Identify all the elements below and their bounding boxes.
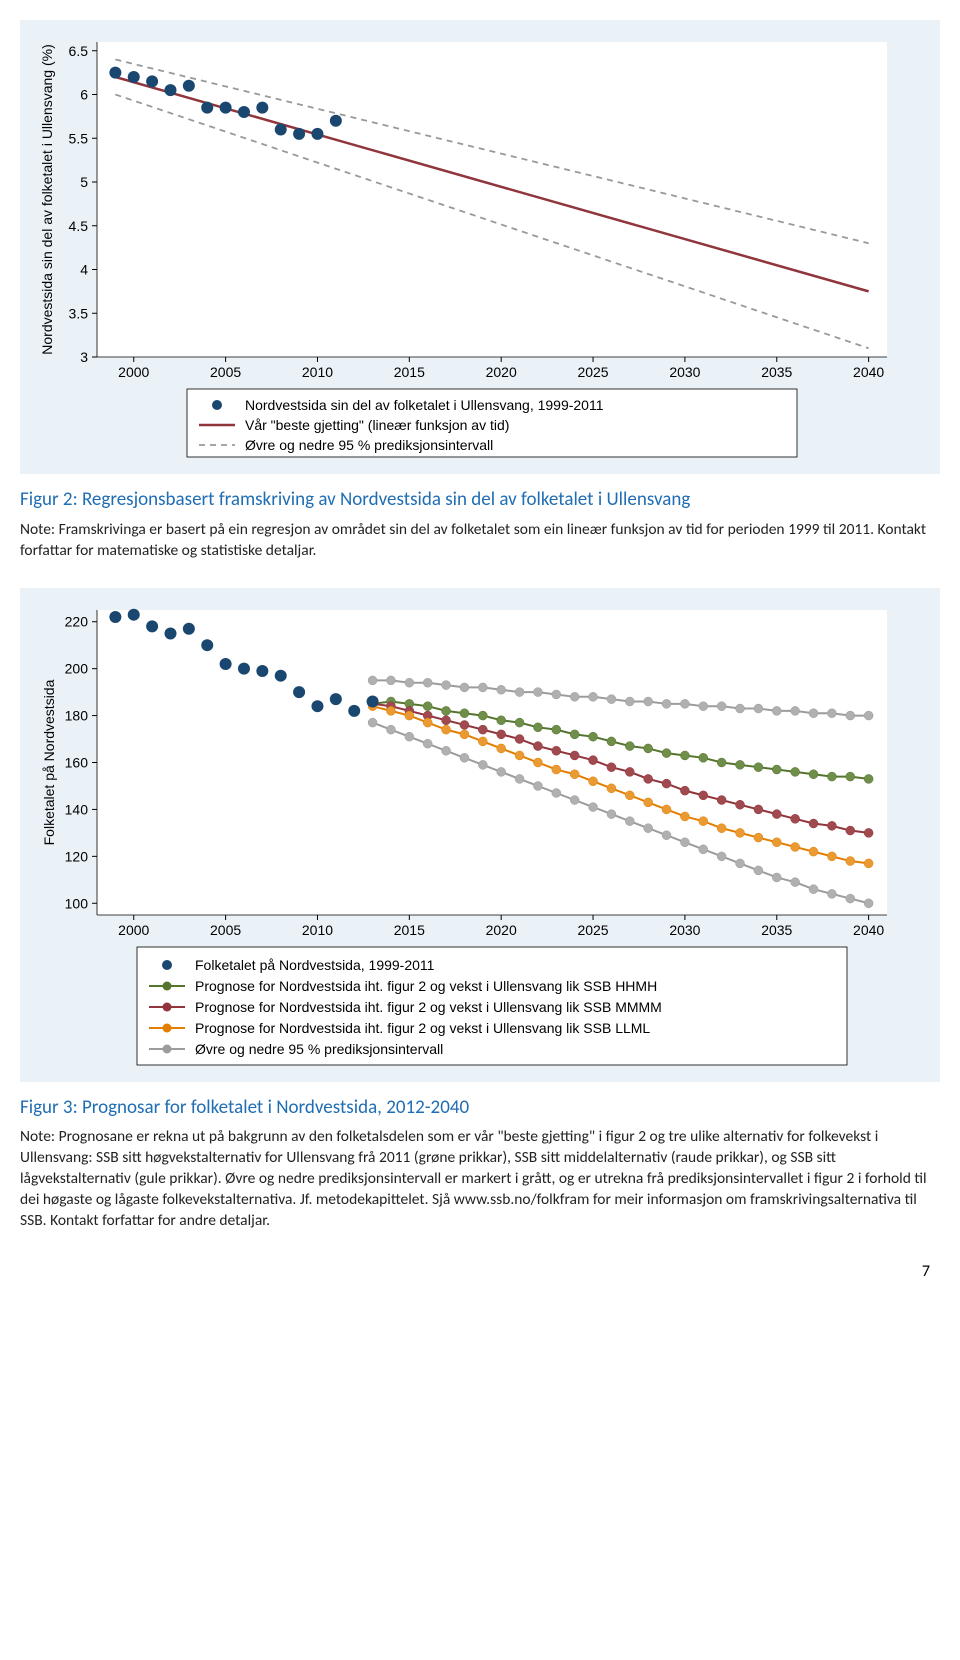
figure-2-container: 3 3.5 4 4.5 5 5.5 6 6.5 2000 2005 2010 2015 2020 2025… bbox=[20, 20, 940, 474]
svg-text:2030: 2030 bbox=[669, 922, 700, 938]
svg-text:120: 120 bbox=[65, 848, 89, 864]
svg-text:2030: 2030 bbox=[669, 364, 700, 380]
figure-3-container: 100 120 140 160 180 200 220 2000 2005 2010 2015 202… bbox=[20, 588, 940, 1082]
svg-text:2010: 2010 bbox=[302, 364, 333, 380]
svg-text:3.5: 3.5 bbox=[69, 305, 89, 321]
svg-text:2005: 2005 bbox=[210, 364, 241, 380]
svg-text:Vår "beste gjetting" (lineær f: Vår "beste gjetting" (lineær funksjon av… bbox=[245, 417, 509, 433]
svg-text:2035: 2035 bbox=[761, 364, 792, 380]
svg-text:2025: 2025 bbox=[577, 922, 608, 938]
svg-text:2040: 2040 bbox=[853, 364, 884, 380]
svg-text:2020: 2020 bbox=[486, 922, 517, 938]
figure-3-chart: 100 120 140 160 180 200 220 2000 2005 2010 2015 202… bbox=[32, 600, 902, 1070]
figure-2-title: Figur 2: Regresjonsbasert framskriving a… bbox=[20, 488, 940, 512]
svg-text:200: 200 bbox=[65, 660, 89, 676]
figure-3-title: Figur 3: Prognosar for folketalet i Nord… bbox=[20, 1096, 940, 1120]
svg-text:5: 5 bbox=[80, 174, 88, 190]
figure-3-note: Note: Prognosane er rekna ut på bakgrunn… bbox=[20, 1127, 940, 1232]
svg-text:100: 100 bbox=[65, 895, 89, 911]
svg-text:140: 140 bbox=[65, 801, 89, 817]
svg-text:2035: 2035 bbox=[761, 922, 792, 938]
page-number: 7 bbox=[20, 1262, 940, 1281]
svg-text:Nordvestsida sin del av folket: Nordvestsida sin del av folketalet i Ull… bbox=[39, 44, 55, 354]
svg-text:160: 160 bbox=[65, 754, 89, 770]
svg-text:2040: 2040 bbox=[853, 922, 884, 938]
svg-text:Folketalet på Nordvestsida, 19: Folketalet på Nordvestsida, 1999-2011 bbox=[195, 957, 435, 973]
svg-text:6: 6 bbox=[80, 87, 88, 103]
svg-text:2025: 2025 bbox=[577, 364, 608, 380]
svg-text:Øvre og nedre 95 % prediksjons: Øvre og nedre 95 % prediksjonsintervall bbox=[245, 437, 493, 453]
svg-text:Prognose for Nordvestsida iht.: Prognose for Nordvestsida iht. figur 2 o… bbox=[195, 978, 657, 994]
svg-text:2005: 2005 bbox=[210, 922, 241, 938]
svg-text:2015: 2015 bbox=[394, 922, 425, 938]
svg-text:Prognose for Nordvestsida iht.: Prognose for Nordvestsida iht. figur 2 o… bbox=[195, 999, 662, 1015]
svg-text:2000: 2000 bbox=[118, 922, 149, 938]
svg-text:180: 180 bbox=[65, 707, 89, 723]
svg-text:220: 220 bbox=[65, 613, 89, 629]
figure-2-note: Note: Framskrivinga er basert på ein reg… bbox=[20, 520, 940, 562]
svg-text:2020: 2020 bbox=[486, 364, 517, 380]
svg-text:6.5: 6.5 bbox=[69, 43, 89, 59]
svg-text:Øvre og nedre 95 % prediksjons: Øvre og nedre 95 % prediksjonsintervall bbox=[195, 1041, 443, 1057]
svg-text:3: 3 bbox=[80, 349, 88, 365]
svg-text:5.5: 5.5 bbox=[69, 130, 89, 146]
svg-text:Nordvestsida sin del av folket: Nordvestsida sin del av folketalet i Ull… bbox=[245, 397, 604, 413]
svg-text:2000: 2000 bbox=[118, 364, 149, 380]
svg-text:2015: 2015 bbox=[394, 364, 425, 380]
svg-text:Folketalet på Nordvestsida: Folketalet på Nordvestsida bbox=[41, 679, 57, 845]
svg-text:4: 4 bbox=[80, 262, 88, 278]
svg-text:Prognose for Nordvestsida iht.: Prognose for Nordvestsida iht. figur 2 o… bbox=[195, 1020, 650, 1036]
figure-2-chart: 3 3.5 4 4.5 5 5.5 6 6.5 2000 2005 2010 2015 2020 2025… bbox=[32, 32, 902, 462]
svg-text:4.5: 4.5 bbox=[69, 218, 89, 234]
svg-text:2010: 2010 bbox=[302, 922, 333, 938]
